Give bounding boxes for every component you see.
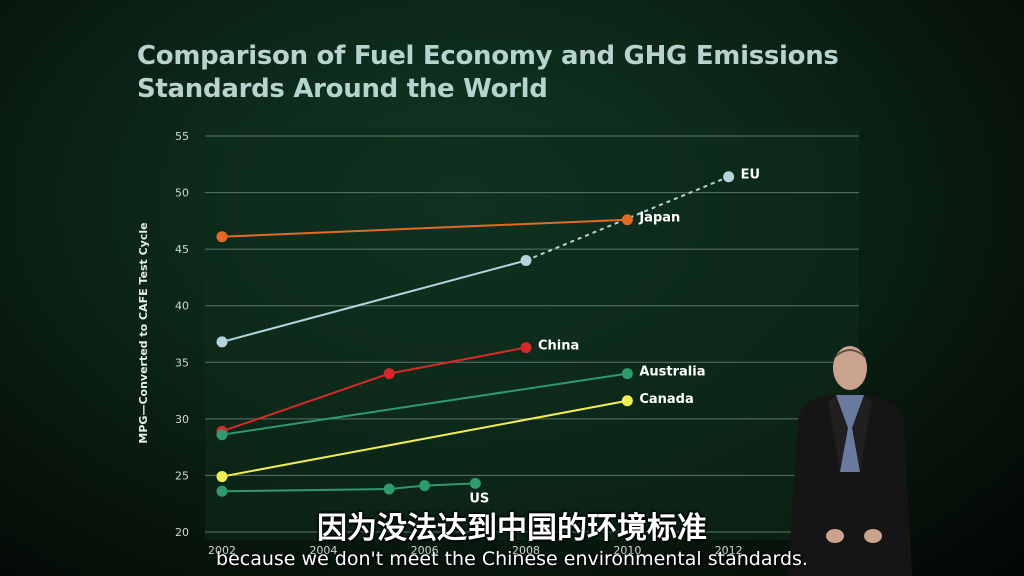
data-point xyxy=(621,368,633,380)
data-point xyxy=(216,231,228,243)
series-label: China xyxy=(538,339,579,354)
x-tick-label: 2002 xyxy=(208,544,236,557)
series-segment xyxy=(389,346,527,375)
y-tick-label: 25 xyxy=(175,469,189,482)
y-tick-label: 35 xyxy=(175,356,189,369)
series-canada: Canada xyxy=(216,392,694,483)
series-eu: EU xyxy=(216,168,760,348)
speaker-hand-left xyxy=(826,529,844,543)
series-label: Canada xyxy=(639,392,693,407)
y-ticks: 20 25 30 35 40 45 50 55 xyxy=(175,130,189,539)
series-label: US xyxy=(469,491,489,506)
y-tick-label: 55 xyxy=(175,130,189,143)
x-tick-label: 2012 xyxy=(715,544,743,557)
subtitle-chinese: 因为没法达到中国的环境标准 xyxy=(317,511,707,546)
series-segment xyxy=(221,372,390,433)
data-point xyxy=(520,342,532,354)
grid xyxy=(205,135,859,533)
series-label: Japan xyxy=(638,211,680,226)
y-tick-label: 40 xyxy=(175,300,189,313)
subtitle-english: because we don't meet the Chinese enviro… xyxy=(216,548,808,570)
series-china: China xyxy=(216,339,579,437)
y-tick-label: 30 xyxy=(175,413,189,426)
data-point xyxy=(383,483,395,495)
y-tick-label: 50 xyxy=(175,187,189,200)
series-segment xyxy=(221,372,628,436)
y-tick-label: 20 xyxy=(175,526,189,539)
y-tick-label: 45 xyxy=(175,243,189,256)
series-segment xyxy=(424,482,476,487)
speaker-hair xyxy=(833,349,867,360)
speaker-head xyxy=(833,346,867,390)
series-segment xyxy=(221,399,628,478)
speaker-jacket xyxy=(788,395,912,576)
series-segment xyxy=(389,484,425,491)
data-point xyxy=(216,429,228,441)
y-axis-label: MPG—Converted to CAFE Test Cycle xyxy=(137,222,150,443)
speaker-lapel-left xyxy=(828,395,848,472)
speaker-lapel-right xyxy=(852,395,872,472)
series-segment xyxy=(221,218,628,238)
series-label: Australia xyxy=(639,365,705,380)
series-label: EU xyxy=(741,168,760,183)
plot-area xyxy=(205,128,859,540)
data-point xyxy=(723,171,735,183)
data-point xyxy=(216,485,228,497)
data-point xyxy=(469,477,481,489)
x-tick-label: 2010 xyxy=(613,544,641,557)
speaker-hand-right xyxy=(864,529,882,543)
data-point xyxy=(216,336,228,348)
series-australia: Australia xyxy=(216,365,705,441)
x-tick-label: 2008 xyxy=(512,544,540,557)
data-point xyxy=(621,214,633,226)
x-tick-label: 2004 xyxy=(309,544,337,557)
series-segment xyxy=(221,259,527,343)
data-point xyxy=(216,471,228,483)
series-lines: EU Japan China Australia Canada US xyxy=(216,168,760,506)
x-tick-label: 2006 xyxy=(411,544,439,557)
data-point xyxy=(419,480,431,492)
chart-title: Comparison of Fuel Economy and GHG Emiss… xyxy=(137,41,839,104)
series-japan: Japan xyxy=(216,211,680,243)
data-point xyxy=(520,254,532,266)
data-point xyxy=(383,368,395,380)
speaker-figure xyxy=(788,346,912,576)
series-us: US xyxy=(216,477,489,506)
data-point xyxy=(621,395,633,407)
series-segment xyxy=(221,488,390,493)
